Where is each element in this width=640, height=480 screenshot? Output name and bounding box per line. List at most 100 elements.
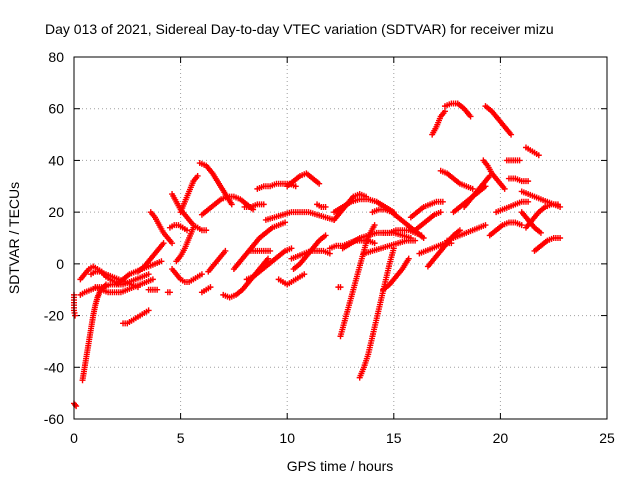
data-point — [169, 240, 176, 247]
x-tick-label: 25 — [599, 430, 615, 446]
series-arc62 — [522, 144, 542, 159]
series-arc12 — [164, 289, 173, 296]
series-arc14 — [166, 222, 190, 234]
data-point — [525, 178, 532, 185]
data-point — [154, 286, 161, 293]
data-point — [535, 152, 542, 159]
x-tick-label: 0 — [70, 430, 78, 446]
data-point — [418, 232, 425, 239]
series-arc53 — [444, 222, 489, 244]
series-arc7 — [92, 276, 156, 296]
data-point — [72, 312, 79, 319]
x-tick-label: 15 — [386, 430, 402, 446]
data-point — [469, 185, 476, 192]
data-point — [557, 235, 564, 241]
data-point — [183, 227, 190, 234]
data-point — [516, 157, 523, 164]
series-arc29 — [243, 245, 295, 283]
data-point — [260, 201, 267, 208]
data-point — [301, 271, 308, 278]
data-point — [222, 247, 229, 254]
series-arc3 — [79, 281, 109, 384]
grid — [74, 57, 607, 419]
data-point — [456, 227, 463, 234]
series-arc57 — [482, 103, 515, 138]
x-tick-label: 20 — [493, 430, 509, 446]
series-arc59 — [493, 198, 532, 216]
series-arc47 — [407, 198, 446, 221]
data-point — [203, 227, 210, 234]
x-tick-label: 10 — [279, 430, 295, 446]
series-arc28 — [262, 209, 338, 223]
data-point — [282, 219, 289, 226]
data-point — [198, 271, 205, 278]
series-arc1 — [71, 400, 80, 410]
data-point — [405, 255, 412, 262]
data-point — [316, 180, 323, 187]
series-arc18 — [177, 172, 201, 216]
data-point — [267, 247, 274, 254]
series-arc19 — [196, 160, 235, 208]
data-point — [518, 222, 525, 229]
series-arc43 — [360, 237, 419, 257]
series-arc2 — [71, 291, 79, 319]
series-arc8 — [120, 307, 152, 327]
data-point — [292, 183, 299, 190]
x-tick-label: 5 — [177, 430, 185, 446]
y-tick-label: 0 — [56, 256, 64, 272]
x-axis-label: GPS time / hours — [287, 458, 394, 474]
series-arc13 — [147, 209, 176, 247]
data-point — [554, 201, 561, 208]
data-point — [322, 203, 329, 210]
data-point — [166, 289, 173, 296]
data-point — [537, 229, 544, 236]
series-arc16 — [169, 266, 205, 285]
data-point — [439, 198, 446, 205]
y-tick-label: -60 — [44, 411, 64, 427]
y-tick-label: -40 — [44, 359, 64, 375]
series-arc20 — [198, 193, 257, 218]
chart-title: Day 013 of 2021, Sidereal Day-to-day VTE… — [45, 21, 554, 37]
data-point — [160, 240, 167, 247]
data-point — [441, 108, 448, 115]
data-point — [326, 250, 333, 257]
data-point — [337, 284, 344, 291]
data-point — [149, 276, 156, 283]
data-point — [501, 185, 508, 192]
data-point — [525, 198, 532, 205]
data-point — [207, 284, 214, 291]
series-arc40 — [337, 222, 378, 340]
data-point — [322, 232, 329, 239]
series-arc24 — [230, 219, 289, 273]
y-tick-label: -20 — [44, 308, 64, 324]
data-point — [371, 222, 378, 229]
series-arc56 — [480, 157, 508, 192]
series-arc22 — [198, 284, 214, 296]
y-axis-label: SDTVAR / TECUs — [6, 182, 22, 294]
series-arc66 — [518, 209, 544, 236]
data-point — [288, 245, 295, 252]
series-arc64 — [522, 201, 561, 231]
series-arc21 — [205, 247, 229, 275]
series-arc52 — [437, 167, 476, 192]
series-arc26 — [247, 247, 274, 254]
series-arc11 — [134, 240, 167, 275]
y-tick-label: 40 — [48, 152, 64, 168]
data-point — [508, 131, 515, 138]
data-point — [412, 237, 419, 244]
series-arc61 — [505, 175, 532, 185]
y-tick-label: 80 — [48, 49, 64, 65]
series-arc31 — [284, 170, 323, 190]
data-point — [371, 240, 378, 247]
data-point — [145, 271, 152, 278]
plot-frame — [73, 56, 608, 420]
series-arc25 — [241, 201, 267, 210]
series-arc33 — [290, 232, 329, 273]
series-arc60 — [503, 157, 523, 164]
series-arc34 — [314, 201, 329, 210]
data-point — [228, 201, 235, 208]
series-arc51 — [441, 100, 474, 120]
y-tick-label: 60 — [48, 101, 64, 117]
y-tick-label: 20 — [48, 204, 64, 220]
